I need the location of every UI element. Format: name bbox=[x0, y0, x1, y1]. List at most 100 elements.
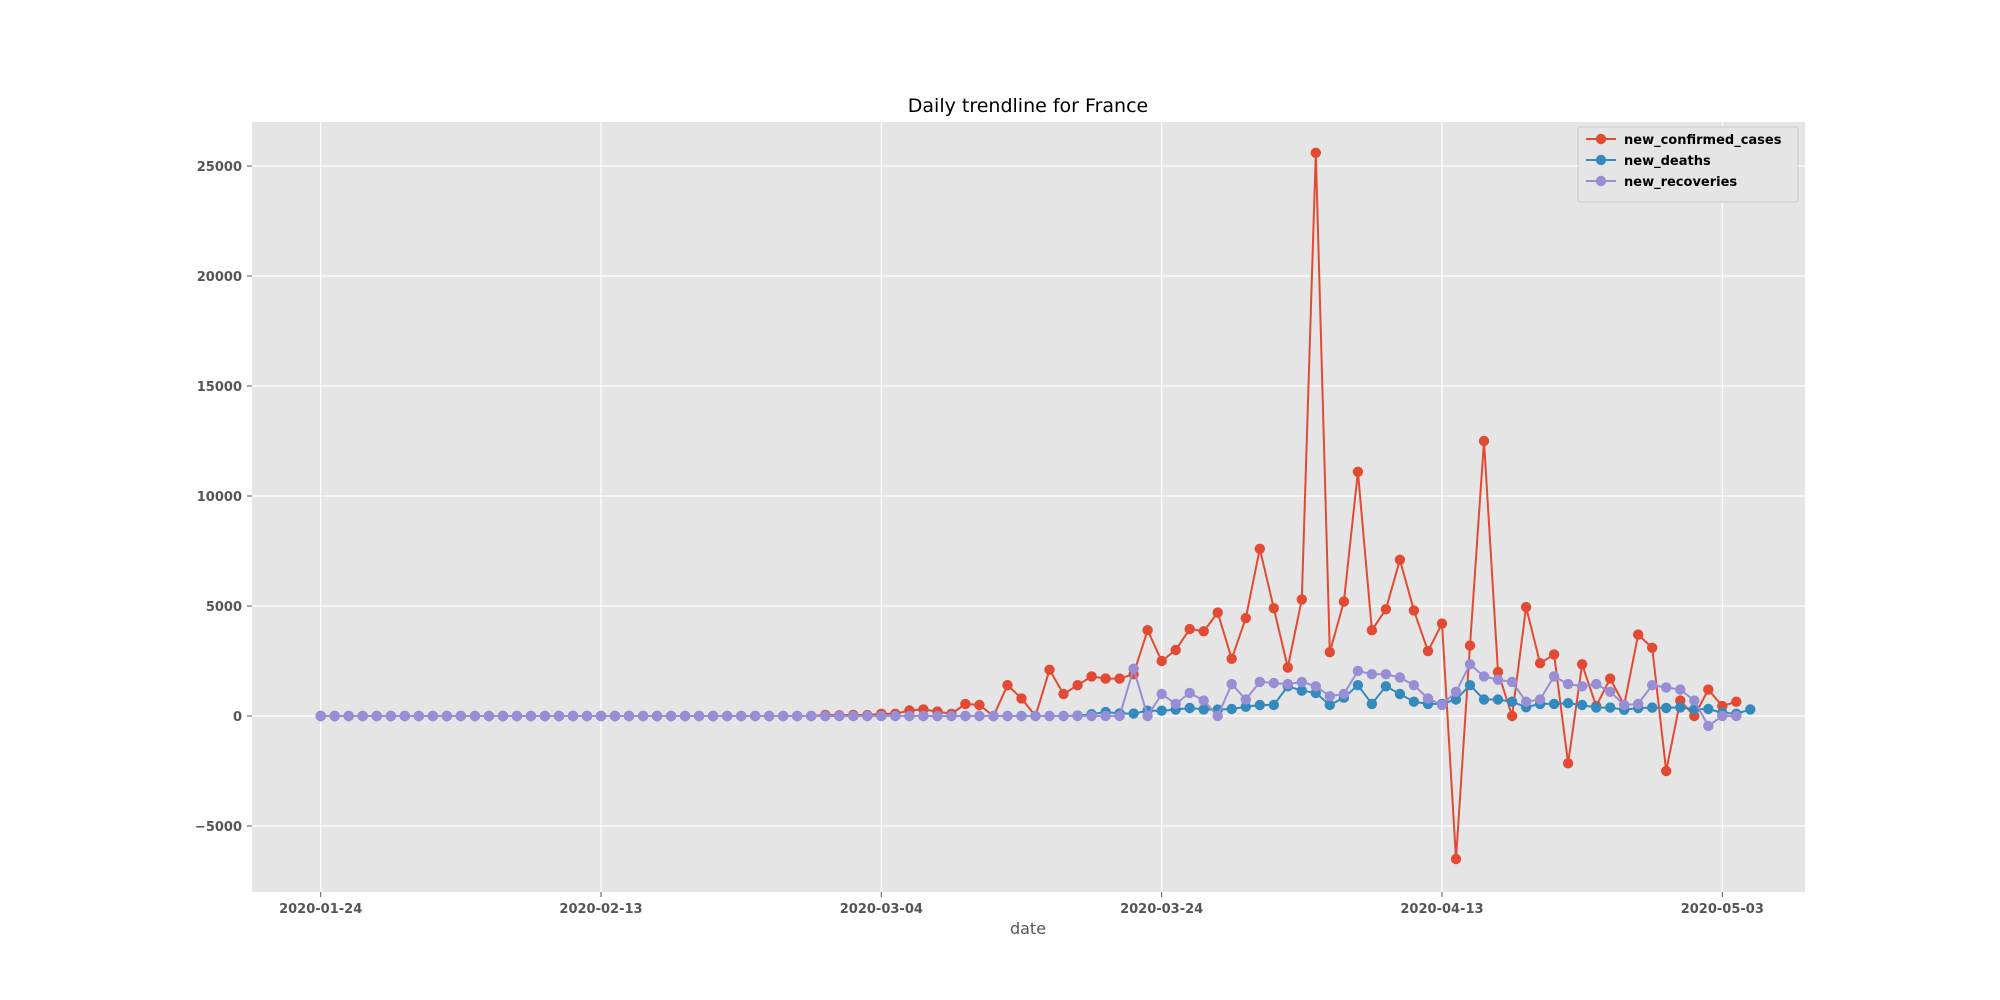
data-point-new-recoveries bbox=[609, 710, 621, 722]
data-point-new-confirmed-cases bbox=[1366, 625, 1378, 636]
data-point-new-recoveries bbox=[1394, 672, 1406, 683]
data-point-new-confirmed-cases bbox=[1633, 629, 1644, 640]
data-point-new-recoveries bbox=[329, 710, 340, 722]
chart-title: Daily trendline for France bbox=[908, 95, 1148, 117]
data-point-new-confirmed-cases bbox=[1408, 605, 1420, 616]
y-tick-label: 20000 bbox=[197, 270, 242, 285]
data-point-new-recoveries bbox=[1675, 684, 1686, 695]
x-tick-label: 2020-02-13 bbox=[559, 902, 642, 917]
data-point-new-recoveries bbox=[1324, 691, 1336, 702]
legend-label: new_deaths bbox=[1624, 154, 1711, 169]
data-point-new-recoveries bbox=[707, 710, 719, 722]
data-point-new-deaths bbox=[1198, 704, 1209, 715]
data-point-new-recoveries bbox=[357, 710, 368, 722]
data-point-new-recoveries bbox=[1352, 665, 1364, 677]
data-point-new-recoveries bbox=[1408, 680, 1420, 691]
data-point-new-recoveries bbox=[862, 710, 873, 722]
data-point-new-confirmed-cases bbox=[1534, 658, 1546, 669]
data-point-new-recoveries bbox=[553, 710, 565, 722]
data-point-new-recoveries bbox=[946, 710, 957, 722]
data-point-new-recoveries bbox=[974, 710, 985, 722]
data-point-new-recoveries bbox=[651, 710, 663, 722]
data-point-new-confirmed-cases bbox=[1661, 765, 1672, 777]
data-point-new-recoveries bbox=[483, 710, 495, 722]
data-point-new-recoveries bbox=[1576, 681, 1588, 692]
data-point-new-recoveries bbox=[1170, 698, 1181, 710]
data-point-new-confirmed-cases bbox=[1478, 435, 1490, 447]
data-point-new-recoveries bbox=[637, 710, 649, 722]
data-point-new-recoveries bbox=[1689, 695, 1700, 706]
x-tick-label: 2020-05-03 bbox=[1681, 902, 1764, 917]
data-point-new-recoveries bbox=[1464, 659, 1476, 670]
data-point-new-recoveries bbox=[427, 710, 438, 722]
data-point-new-recoveries bbox=[1380, 669, 1392, 680]
data-point-new-recoveries bbox=[1717, 710, 1728, 722]
data-point-new-confirmed-cases bbox=[974, 699, 985, 711]
data-point-new-recoveries bbox=[1114, 710, 1125, 722]
data-point-new-recoveries bbox=[1128, 663, 1139, 674]
data-point-new-recoveries bbox=[469, 710, 481, 722]
data-point-new-recoveries bbox=[904, 710, 915, 722]
data-point-new-recoveries bbox=[1703, 720, 1714, 732]
data-point-new-recoveries bbox=[1633, 698, 1644, 710]
data-point-new-recoveries bbox=[1731, 710, 1742, 722]
data-point-new-confirmed-cases bbox=[1226, 653, 1237, 664]
data-point-new-confirmed-cases bbox=[1170, 644, 1181, 656]
legend-marker bbox=[1595, 154, 1607, 166]
data-point-new-deaths bbox=[1254, 699, 1266, 711]
y-tick-label: 0 bbox=[233, 710, 242, 725]
data-point-new-recoveries bbox=[1619, 699, 1630, 711]
data-point-new-confirmed-cases bbox=[1212, 607, 1223, 618]
data-point-new-recoveries bbox=[736, 710, 747, 722]
data-point-new-recoveries bbox=[1296, 676, 1308, 688]
data-point-new-deaths bbox=[1240, 701, 1252, 712]
data-point-new-confirmed-cases bbox=[1422, 645, 1434, 657]
legend-label: new_recoveries bbox=[1624, 175, 1737, 190]
data-point-new-recoveries bbox=[1142, 710, 1153, 722]
y-tick-label: 10000 bbox=[197, 490, 242, 505]
data-point-new-confirmed-cases bbox=[1380, 604, 1392, 615]
data-point-new-recoveries bbox=[918, 710, 929, 722]
data-point-new-deaths bbox=[1605, 702, 1616, 713]
x-tick-labels: 2020-01-24 2020-02-13 2020-03-04 2020-03-24… bbox=[279, 902, 1764, 917]
data-point-new-recoveries bbox=[1254, 676, 1266, 688]
data-point-new-recoveries bbox=[834, 710, 845, 722]
data-point-new-confirmed-cases bbox=[1548, 649, 1560, 660]
data-point-new-confirmed-cases bbox=[1240, 612, 1252, 624]
data-point-new-recoveries bbox=[1562, 678, 1574, 690]
data-point-new-recoveries bbox=[539, 710, 551, 722]
data-point-new-recoveries bbox=[497, 710, 509, 722]
data-point-new-deaths bbox=[1352, 680, 1364, 691]
data-point-new-recoveries bbox=[1506, 676, 1518, 688]
data-point-new-recoveries bbox=[960, 710, 971, 722]
data-point-new-recoveries bbox=[792, 710, 803, 722]
data-point-new-recoveries bbox=[1044, 710, 1055, 722]
data-point-new-recoveries bbox=[679, 710, 691, 722]
data-point-new-confirmed-cases bbox=[1605, 673, 1616, 684]
data-point-new-recoveries bbox=[385, 710, 396, 722]
legend-box bbox=[1577, 126, 1799, 203]
data-point-new-confirmed-cases bbox=[1436, 618, 1448, 629]
data-point-new-recoveries bbox=[778, 710, 789, 722]
data-point-new-confirmed-cases bbox=[1464, 640, 1476, 651]
data-point-new-deaths bbox=[1128, 708, 1139, 719]
data-point-new-confirmed-cases bbox=[1450, 853, 1462, 865]
data-point-new-deaths bbox=[1226, 703, 1237, 715]
y-tick-label: 25000 bbox=[197, 160, 242, 175]
y-tick-label: 15000 bbox=[197, 380, 242, 395]
data-point-new-recoveries bbox=[722, 710, 733, 722]
y-tick-label: 5000 bbox=[206, 600, 242, 615]
data-point-new-recoveries bbox=[441, 710, 452, 722]
data-point-new-deaths bbox=[1492, 694, 1504, 705]
data-point-new-deaths bbox=[1268, 699, 1280, 711]
data-point-new-recoveries bbox=[988, 710, 999, 722]
data-point-new-recoveries bbox=[371, 710, 382, 722]
data-point-new-confirmed-cases bbox=[1198, 626, 1209, 637]
data-point-new-confirmed-cases bbox=[960, 698, 971, 710]
data-point-new-recoveries bbox=[1478, 671, 1490, 682]
data-point-new-deaths bbox=[1591, 702, 1602, 713]
data-point-new-deaths bbox=[1464, 680, 1476, 691]
data-point-new-recoveries bbox=[1520, 696, 1532, 707]
data-point-new-recoveries bbox=[413, 710, 424, 722]
